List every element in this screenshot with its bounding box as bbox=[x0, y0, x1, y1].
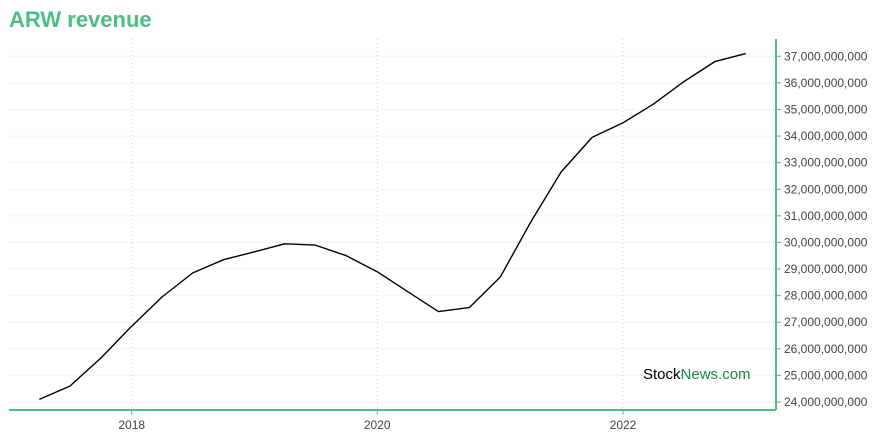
data-point bbox=[344, 254, 348, 258]
y-tick-label: 33,000,000,000 bbox=[784, 156, 868, 170]
data-point bbox=[99, 356, 103, 360]
data-point bbox=[467, 306, 471, 310]
y-tick-label: 29,000,000,000 bbox=[784, 262, 868, 276]
series-line bbox=[39, 52, 746, 401]
x-tick-label: 2020 bbox=[364, 418, 391, 432]
y-tick-label: 34,000,000,000 bbox=[784, 129, 868, 143]
y-tick-label: 26,000,000,000 bbox=[784, 342, 868, 356]
chart-title: ARW revenue bbox=[9, 7, 152, 32]
y-tick-label: 35,000,000,000 bbox=[784, 102, 868, 116]
data-point bbox=[559, 170, 563, 174]
data-point bbox=[37, 397, 41, 401]
y-tick-label: 25,000,000,000 bbox=[784, 368, 868, 382]
data-point bbox=[375, 270, 379, 274]
data-point bbox=[621, 121, 625, 125]
data-point bbox=[160, 295, 164, 299]
y-tick-label: 28,000,000,000 bbox=[784, 289, 868, 303]
data-point bbox=[529, 221, 533, 225]
watermark: StockNews.com bbox=[643, 366, 751, 383]
y-tick-label: 31,000,000,000 bbox=[784, 209, 868, 223]
x-tick-label: 2022 bbox=[610, 418, 637, 432]
data-point bbox=[713, 60, 717, 64]
y-tick-label: 30,000,000,000 bbox=[784, 235, 868, 249]
data-point bbox=[744, 52, 748, 56]
grid bbox=[9, 39, 776, 410]
x-tick-label: 2018 bbox=[118, 418, 145, 432]
x-ticks: 2018 2020 2022 bbox=[118, 410, 637, 432]
y-tick-label: 27,000,000,000 bbox=[784, 315, 868, 329]
axes bbox=[9, 39, 777, 411]
data-point bbox=[191, 271, 195, 275]
watermark-part-3: .com bbox=[718, 366, 751, 383]
data-point bbox=[253, 250, 257, 254]
data-point bbox=[406, 290, 410, 294]
data-point bbox=[590, 135, 594, 139]
data-point bbox=[283, 242, 287, 246]
data-point bbox=[68, 384, 72, 388]
y-tick-label: 36,000,000,000 bbox=[784, 76, 868, 90]
data-point bbox=[436, 310, 440, 314]
data-point bbox=[222, 258, 226, 262]
data-point bbox=[130, 324, 134, 328]
data-point bbox=[313, 243, 317, 247]
y-tick-label: 37,000,000,000 bbox=[784, 49, 868, 63]
y-tick-label: 32,000,000,000 bbox=[784, 182, 868, 196]
series-layer bbox=[37, 52, 748, 401]
data-point bbox=[651, 102, 655, 106]
y-ticks: 24,000,000,000 25,000,000,000 26,000,000,0… bbox=[776, 49, 868, 409]
watermark-part-2: News bbox=[681, 366, 719, 383]
data-point bbox=[498, 275, 502, 279]
data-point bbox=[682, 80, 686, 84]
y-tick-label: 24,000,000,000 bbox=[784, 395, 868, 409]
watermark-part-1: Stock bbox=[643, 366, 681, 383]
